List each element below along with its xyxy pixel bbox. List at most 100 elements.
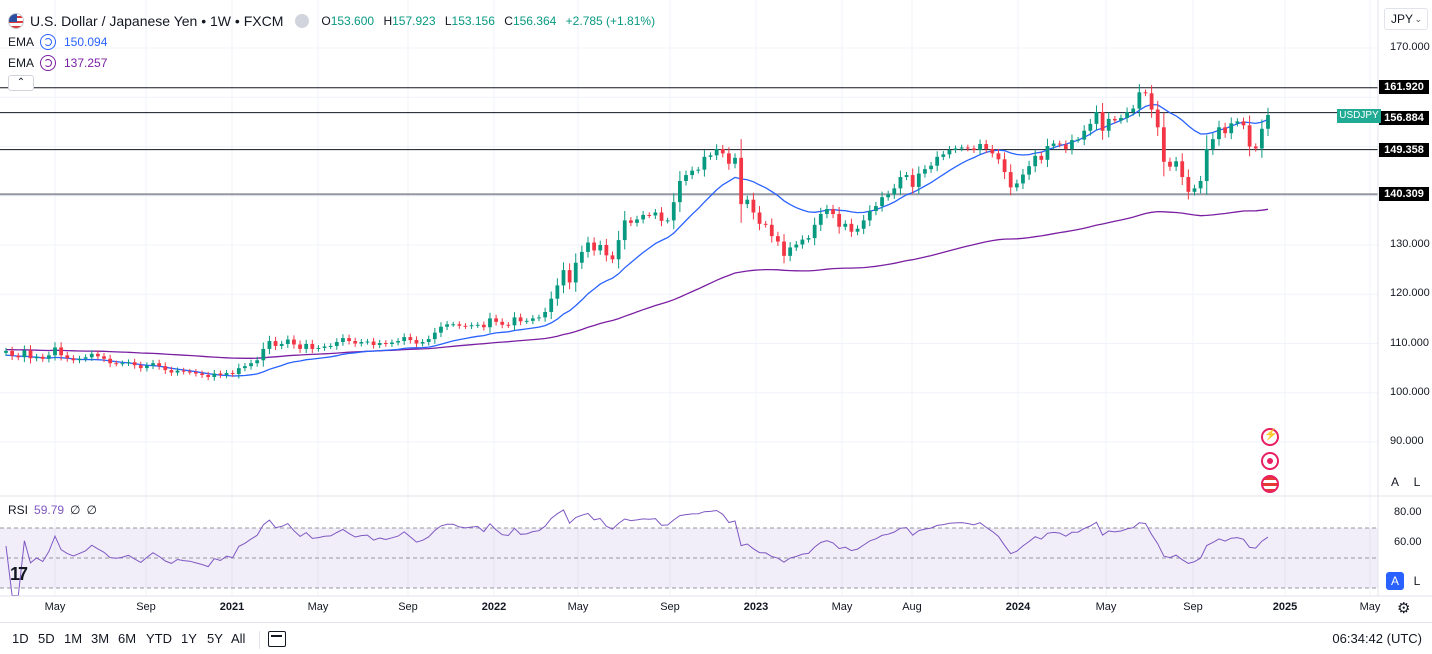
candle-body [1210, 139, 1215, 149]
candle-body [1014, 183, 1019, 188]
candle-body [1247, 125, 1252, 147]
candle-body [1100, 112, 1105, 131]
candle-body [500, 321, 505, 325]
hline-price-label: 149.358 [1379, 142, 1429, 157]
candle-body [28, 350, 33, 359]
horizontal-lines[interactable] [0, 87, 1378, 196]
candle-body [953, 148, 958, 150]
candle-body [849, 223, 854, 232]
chart-legend: U.S. Dollar / Japanese Yen • 1W • FXCM O… [8, 10, 655, 91]
candle-body [1223, 127, 1228, 134]
candle-body [806, 238, 811, 240]
candle-body [1051, 143, 1056, 147]
ema-slow-row[interactable]: EMA 137.257 [8, 52, 655, 73]
candle-body [347, 338, 351, 342]
candle-body [720, 148, 725, 154]
candle-body [984, 144, 989, 149]
candle-body [488, 318, 492, 328]
candle-body [727, 153, 731, 164]
candle-body [794, 244, 799, 248]
candle-body [279, 343, 284, 346]
currency-select[interactable]: JPY ⌄ [1384, 8, 1428, 30]
candle-body [420, 342, 425, 344]
log-scale-button[interactable]: L [1408, 473, 1426, 491]
candle-body [1106, 118, 1111, 131]
candle-body [138, 365, 143, 369]
ema-fast-row[interactable]: EMA 150.094 [8, 31, 655, 52]
calendar-icon[interactable] [268, 631, 286, 647]
candle-body [549, 298, 554, 312]
candle-body [1112, 118, 1117, 121]
market-status-icon[interactable] [295, 13, 310, 28]
candle-body [114, 363, 119, 365]
log-scale-button[interactable]: L [1408, 572, 1426, 590]
bottom-toolbar: 1D 5D 1M 3M 6M YTD 1Y 5Y All 06:34:42 (UTC) [0, 622, 1432, 654]
rsi-legend[interactable]: RSI 59.79 ∅ ∅ [8, 503, 97, 517]
us-flag-icon[interactable] [1261, 475, 1279, 493]
time-tick: Sep [660, 601, 680, 613]
candle-body [610, 255, 615, 260]
candle-body [579, 251, 584, 263]
lightning-icon[interactable] [1261, 428, 1279, 446]
auto-scale-button[interactable]: A [1386, 473, 1404, 491]
symbol-row: U.S. Dollar / Japanese Yen • 1W • FXCM O… [8, 10, 655, 31]
range-button-all[interactable]: All [231, 631, 246, 646]
candle-body [751, 199, 756, 213]
symbol-title[interactable]: U.S. Dollar / Japanese Yen • 1W • FXCM [30, 12, 284, 29]
candle-body [365, 341, 370, 343]
chevron-up-icon[interactable]: ⌃ [8, 75, 34, 91]
candle-body [439, 326, 443, 333]
refresh-icon[interactable] [40, 54, 56, 71]
candle-body [837, 213, 842, 227]
time-tick: 2025 [1272, 601, 1298, 613]
candle-body [757, 212, 762, 224]
candle-body [212, 373, 217, 377]
candle-body [194, 372, 198, 374]
range-button-ytd[interactable]: YTD [146, 631, 172, 646]
candle-body [733, 157, 737, 164]
candle-body [414, 340, 419, 344]
candle-body [573, 262, 578, 283]
candle-body [1253, 146, 1258, 149]
tradingview-logo[interactable]: 17 [10, 564, 28, 584]
candle-body [463, 325, 468, 327]
gear-icon[interactable]: ⚙ [1397, 600, 1411, 617]
range-button-5y[interactable]: 5Y [207, 631, 223, 646]
close-value: 156.364 [512, 13, 557, 28]
candle-body [1070, 140, 1074, 149]
candle-body [65, 355, 70, 359]
range-button-5d[interactable]: 5D [38, 631, 55, 646]
price-tick: 170.000 [1390, 41, 1430, 53]
range-button-1y[interactable]: 1Y [181, 631, 197, 646]
candle-body [77, 358, 82, 361]
candle-body [677, 180, 682, 203]
candle-body [1131, 108, 1136, 113]
grid [0, 0, 1378, 596]
candle-body [935, 156, 940, 166]
time-tick: May [1359, 601, 1381, 613]
candle-body [567, 270, 572, 283]
candle-body [1217, 127, 1221, 140]
candle-body [292, 339, 296, 345]
range-button-1d[interactable]: 1D [12, 631, 29, 646]
refresh-icon[interactable] [40, 33, 56, 50]
candle-body [1094, 112, 1099, 124]
range-button-1m[interactable]: 1M [64, 631, 83, 646]
ema-slow-value: 137.257 [64, 55, 108, 70]
candle-body [261, 348, 266, 361]
clock[interactable]: 06:34:42 (UTC) [1332, 631, 1422, 646]
candle-body [880, 197, 884, 207]
candle-body [763, 223, 768, 225]
range-button-3m[interactable]: 3M [91, 631, 110, 646]
candle-body [641, 214, 646, 220]
candle-body [714, 148, 719, 156]
candle-body [267, 341, 272, 349]
us-jp-flag-icon [8, 12, 24, 29]
candle-body [224, 373, 229, 376]
candle-body [451, 324, 456, 326]
candle-body [371, 341, 376, 345]
record-icon[interactable] [1261, 452, 1279, 470]
range-button-6m[interactable]: 6M [118, 631, 137, 646]
auto-scale-button[interactable]: A [1386, 572, 1404, 590]
